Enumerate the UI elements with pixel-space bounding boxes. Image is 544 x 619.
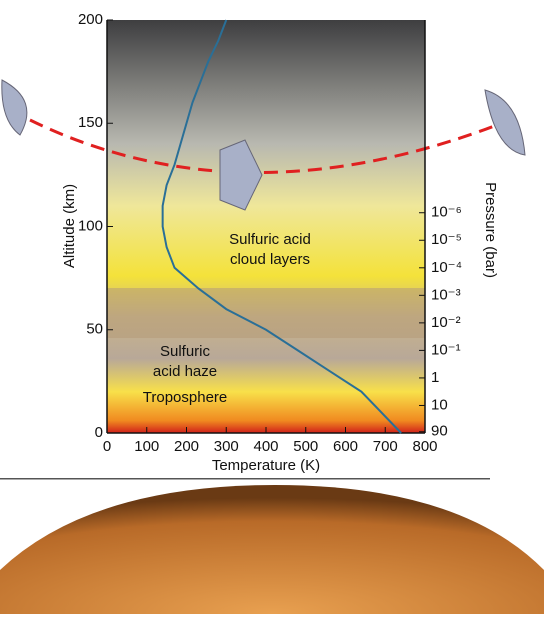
x-tick-label: 600 — [333, 438, 358, 455]
y-tick-label: 50 — [86, 321, 103, 338]
y2-tick-label: 90 — [431, 423, 448, 440]
y2-tick-label: 10⁻¹ — [431, 341, 461, 358]
x-tick-label: 800 — [412, 438, 437, 455]
venus-surface — [0, 485, 544, 614]
y2-tick-label: 10⁻⁴ — [431, 259, 462, 276]
y-tick-label: 100 — [78, 217, 103, 234]
x-tick-label: 500 — [293, 438, 318, 455]
spacecraft — [1, 79, 526, 211]
y2-tick-label: 10⁻⁶ — [431, 204, 462, 221]
atmosphere-background — [107, 20, 425, 433]
y-tick-label: 150 — [78, 114, 103, 131]
y2-tick-label: 10 — [431, 396, 448, 413]
y2-tick-label: 1 — [431, 369, 439, 386]
x-tick-label: 700 — [373, 438, 398, 455]
annotation: acid haze — [153, 363, 217, 380]
temperature-line — [161, 19, 402, 434]
annotation: Sulfuric acid — [229, 231, 311, 248]
orbit-path — [29, 118, 511, 174]
y2-tick-label: 10⁻² — [431, 314, 461, 331]
y-axis-label: Altitude (km) — [61, 184, 78, 268]
y2-axis-label: Pressure (bar) — [482, 182, 499, 278]
x-tick-label: 300 — [214, 438, 239, 455]
annotation: cloud layers — [230, 251, 310, 268]
y-tick-label: 0 — [95, 424, 103, 441]
y2-tick-label: 10⁻³ — [431, 286, 461, 303]
divider — [0, 478, 490, 480]
x-tick-label: 0 — [103, 438, 111, 455]
x-tick-label: 400 — [253, 438, 278, 455]
x-tick-label: 100 — [134, 438, 159, 455]
annotation: Sulfuric — [160, 343, 211, 360]
x-axis-label: Temperature (K) — [212, 457, 320, 474]
y2-tick-label: 10⁻⁵ — [431, 231, 462, 248]
annotation: Troposphere — [143, 389, 228, 406]
y-tick-label: 200 — [78, 11, 103, 28]
x-tick-label: 200 — [174, 438, 199, 455]
